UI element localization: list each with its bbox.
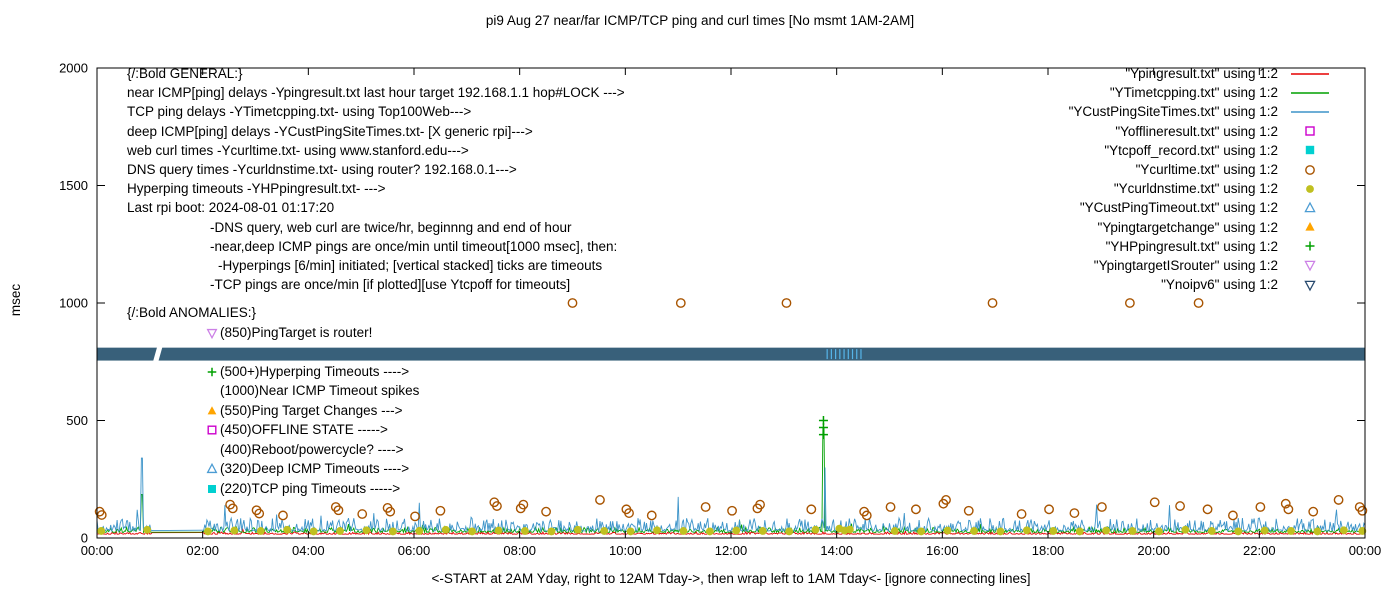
plus-icon xyxy=(1288,238,1332,254)
legend-entry: "Yofflineresult.txt" using 1:2 xyxy=(900,122,1332,141)
legend-entry: "YCustPingSiteTimes.txt" using 1:2 xyxy=(900,102,1332,121)
legend-label: "YHPpingresult.txt" using 1:2 xyxy=(1105,238,1278,254)
x-tick-label: 06:00 xyxy=(398,543,431,558)
triangle-down-open-icon xyxy=(1288,257,1332,273)
y-tick-label: 2000 xyxy=(59,61,88,76)
status-band xyxy=(97,346,1365,362)
legend-label: "Ypingresult.txt" using 1:2 xyxy=(1125,66,1278,82)
x-tick-label: 14:00 xyxy=(820,543,853,558)
y-axis-label: msec xyxy=(8,283,23,317)
x-tick-label: 22:00 xyxy=(1243,543,1276,558)
legend-label: "Ypingtargetchange" using 1:2 xyxy=(1097,219,1278,235)
series-Ycurltime xyxy=(94,298,1368,522)
circle-filled-icon xyxy=(1288,181,1332,197)
legend-entry: "Ytcpoff_record.txt" using 1:2 xyxy=(900,141,1332,160)
series-Ypingresult xyxy=(96,527,1366,536)
legend-label: "Ynoipv6" using 1:2 xyxy=(1161,277,1278,293)
x-tick-label: 16:00 xyxy=(926,543,959,558)
legend-label: "YCustPingTimeout.txt" using 1:2 xyxy=(1079,200,1278,216)
legend-entry: "Ynoipv6" using 1:2 xyxy=(900,275,1332,294)
chart-title: pi9 Aug 27 near/far ICMP/TCP ping and cu… xyxy=(485,13,915,28)
y-tick-label: 500 xyxy=(66,413,88,428)
square-open-icon xyxy=(1288,123,1332,139)
legend-entry: "YTimetcpping.txt" using 1:2 xyxy=(900,83,1332,102)
legend-label: "Ytcpoff_record.txt" using 1:2 xyxy=(1104,142,1278,158)
x-tick-label: 18:00 xyxy=(1032,543,1065,558)
series-Ycurldnstime xyxy=(97,524,1367,536)
x-tick-label: 10:00 xyxy=(609,543,642,558)
legend-label: "Ycurldnstime.txt" using 1:2 xyxy=(1113,181,1278,197)
legend: "Ypingresult.txt" using 1:2 "YTimetcpping… xyxy=(900,64,1332,294)
x-tick-label: 02:00 xyxy=(186,543,219,558)
x-tick-label: 08:00 xyxy=(503,543,536,558)
legend-entry: "YHPpingresult.txt" using 1:2 xyxy=(900,237,1332,256)
legend-entry: "YpingtargetISrouter" using 1:2 xyxy=(900,256,1332,275)
line-icon xyxy=(1288,104,1332,120)
square-filled-icon xyxy=(1288,142,1332,158)
x-tick-label: 20:00 xyxy=(1137,543,1170,558)
y-tick-label: 1000 xyxy=(59,296,88,311)
line-icon xyxy=(1288,85,1332,101)
x-axis-label: <-START at 2AM Yday, right to 12AM Tday-… xyxy=(431,571,1031,586)
x-tick-label: 00:00 xyxy=(81,543,114,558)
x-tick-label: 04:00 xyxy=(292,543,325,558)
legend-label: "YTimetcpping.txt" using 1:2 xyxy=(1109,85,1278,101)
legend-label: "Yofflineresult.txt" using 1:2 xyxy=(1115,123,1278,139)
triangle-down-open-icon xyxy=(1288,277,1332,293)
legend-entry: "Ycurldnstime.txt" using 1:2 xyxy=(900,179,1332,198)
legend-entry: "YCustPingTimeout.txt" using 1:2 xyxy=(900,198,1332,217)
y-tick-label: 1500 xyxy=(59,178,88,193)
legend-label: "Ycurltime.txt" using 1:2 xyxy=(1135,162,1278,178)
legend-label: "YpingtargetISrouter" using 1:2 xyxy=(1093,257,1278,273)
axes: 00:00 02:00 04:00 06:00 08:00 10:00 12:00 14:00… xyxy=(59,61,1381,559)
x-tick-label: 12:00 xyxy=(715,543,748,558)
y-tick-label: 0 xyxy=(81,531,88,546)
legend-entry: "Ycurltime.txt" using 1:2 xyxy=(900,160,1332,179)
x-tick-label: 00:00 xyxy=(1349,543,1382,558)
line-icon xyxy=(1288,66,1332,82)
legend-entry: "Ypingtargetchange" using 1:2 xyxy=(900,218,1332,237)
circle-open-icon xyxy=(1288,162,1332,178)
series-YCustPingSiteTimes xyxy=(96,457,1366,533)
triangle-up-filled-icon xyxy=(1288,219,1332,235)
series-YHPpingresult xyxy=(818,416,828,440)
triangle-up-open-icon xyxy=(1288,200,1332,216)
legend-label: "YCustPingSiteTimes.txt" using 1:2 xyxy=(1068,104,1278,120)
legend-entry: "Ypingresult.txt" using 1:2 xyxy=(900,64,1332,83)
